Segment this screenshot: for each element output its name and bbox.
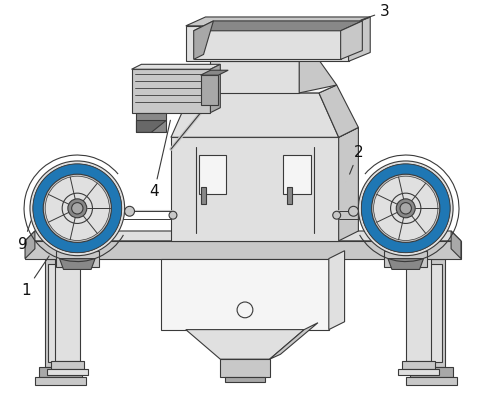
Polygon shape	[388, 259, 423, 270]
Polygon shape	[137, 112, 166, 132]
Bar	[220, 359, 270, 377]
Bar	[406, 377, 457, 385]
Circle shape	[374, 176, 438, 241]
Circle shape	[45, 176, 109, 241]
Bar	[416, 259, 445, 367]
Polygon shape	[191, 85, 337, 93]
Bar	[402, 361, 435, 369]
Bar	[225, 377, 265, 382]
Bar	[48, 264, 71, 362]
Polygon shape	[339, 127, 358, 241]
Circle shape	[400, 203, 412, 214]
Polygon shape	[25, 241, 461, 259]
Polygon shape	[171, 93, 339, 137]
Polygon shape	[194, 21, 213, 59]
Circle shape	[348, 206, 358, 216]
Polygon shape	[25, 231, 461, 241]
Bar	[201, 75, 218, 105]
Bar	[199, 155, 226, 195]
Circle shape	[30, 161, 124, 256]
Bar	[410, 367, 453, 377]
Bar	[39, 367, 82, 377]
Polygon shape	[329, 251, 345, 330]
Bar	[35, 377, 86, 385]
Polygon shape	[137, 120, 166, 132]
Polygon shape	[132, 69, 210, 112]
Text: 3: 3	[361, 4, 390, 20]
Text: 9: 9	[18, 221, 31, 252]
Bar	[47, 369, 88, 375]
Polygon shape	[25, 231, 35, 259]
Polygon shape	[186, 26, 348, 61]
Circle shape	[391, 193, 421, 223]
Polygon shape	[194, 21, 363, 31]
Bar	[161, 259, 329, 330]
Circle shape	[169, 211, 177, 219]
Polygon shape	[270, 323, 318, 359]
Circle shape	[33, 164, 122, 253]
Polygon shape	[348, 17, 370, 61]
Polygon shape	[210, 64, 220, 112]
Circle shape	[33, 164, 122, 253]
Polygon shape	[341, 21, 363, 59]
Circle shape	[43, 174, 111, 242]
Bar	[398, 369, 439, 375]
Bar	[210, 61, 299, 93]
Bar	[54, 249, 80, 361]
Circle shape	[372, 174, 440, 242]
Bar	[287, 187, 292, 204]
Circle shape	[362, 164, 450, 253]
Circle shape	[237, 302, 253, 318]
Circle shape	[68, 199, 87, 218]
Polygon shape	[186, 17, 370, 26]
Polygon shape	[171, 137, 339, 241]
Polygon shape	[132, 64, 220, 69]
Polygon shape	[201, 70, 228, 75]
Bar	[45, 259, 74, 367]
Polygon shape	[55, 251, 99, 268]
Circle shape	[62, 193, 92, 223]
Polygon shape	[319, 85, 358, 137]
Circle shape	[333, 211, 341, 219]
Bar	[406, 249, 432, 361]
Polygon shape	[384, 251, 427, 268]
Polygon shape	[171, 127, 358, 137]
Text: 1: 1	[21, 256, 49, 298]
Bar	[51, 361, 84, 369]
Bar	[283, 155, 311, 195]
Polygon shape	[451, 231, 461, 259]
Text: 4: 4	[149, 120, 171, 199]
Circle shape	[358, 161, 453, 256]
Polygon shape	[60, 259, 95, 270]
Circle shape	[362, 164, 450, 253]
Text: 2: 2	[349, 145, 363, 174]
Bar	[418, 264, 442, 362]
Polygon shape	[186, 330, 304, 359]
Circle shape	[124, 206, 135, 216]
Circle shape	[71, 203, 83, 214]
Bar	[201, 187, 206, 204]
Polygon shape	[299, 54, 337, 93]
Circle shape	[396, 199, 415, 218]
